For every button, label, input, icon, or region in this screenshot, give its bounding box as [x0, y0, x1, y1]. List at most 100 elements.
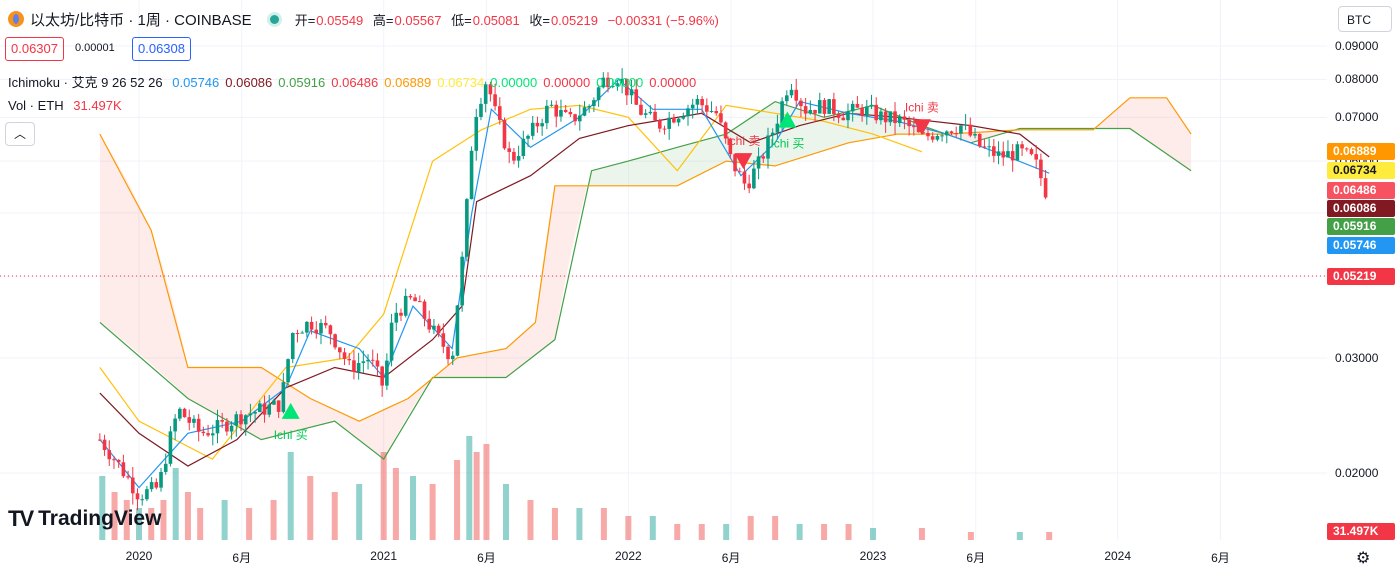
candle	[427, 318, 432, 330]
candle	[756, 156, 761, 169]
volume-bar	[796, 524, 803, 540]
candle	[1034, 154, 1038, 160]
candle	[258, 403, 262, 412]
volume-bar	[123, 500, 130, 540]
buy-price-button[interactable]: 0.06308	[132, 37, 191, 61]
candle	[629, 89, 634, 96]
candle	[709, 111, 714, 113]
candle	[173, 418, 177, 432]
ichimoku-legend[interactable]: Ichimoku · 艾克 9 26 52 26 0.05746 0.06086 0…	[8, 72, 708, 91]
candle	[441, 333, 446, 347]
price-tag: 0.06889	[1327, 143, 1395, 160]
candle	[977, 133, 982, 147]
ichimoku-value: 0.05916	[278, 75, 326, 90]
ichimoku-value: 0.00000	[543, 75, 591, 90]
eth-btc-coin-icon	[8, 11, 24, 27]
candle	[879, 111, 883, 121]
candle	[446, 346, 450, 360]
candle	[832, 99, 836, 115]
candle	[319, 322, 323, 334]
candle	[465, 199, 469, 257]
candle	[338, 347, 342, 353]
candle	[719, 113, 723, 123]
volume-bar	[429, 484, 436, 540]
price-tag: 0.06086	[1327, 200, 1395, 217]
volume-value: 31.497K	[73, 98, 122, 113]
close-value: 0.05219	[550, 12, 598, 28]
candle	[276, 400, 281, 412]
volume-bar	[307, 476, 314, 540]
candle	[248, 413, 253, 416]
candle	[516, 155, 521, 161]
candle	[483, 84, 488, 104]
time-axis-label: 2023	[859, 549, 887, 563]
candle	[822, 100, 827, 114]
price-chart[interactable]: Ichi 买 Ichi 卖 Ichi 买 Ichi 卖	[0, 0, 1327, 540]
market-status-icon[interactable]	[269, 14, 279, 24]
candle	[361, 361, 366, 363]
candle	[178, 408, 182, 419]
candle	[568, 111, 573, 115]
high-value: 0.05567	[394, 12, 442, 28]
candle	[775, 123, 780, 133]
collapse-legend-button[interactable]: ︿	[5, 122, 35, 146]
volume-legend[interactable]: Vol · ETH 31.497K	[8, 98, 128, 113]
candle	[366, 359, 370, 362]
cloud-segment	[99, 134, 587, 460]
ichimoku-value: 0.00000	[649, 75, 697, 90]
candle	[262, 403, 267, 415]
candle	[808, 109, 813, 114]
candle	[728, 138, 733, 155]
ichimoku-label: Ichimoku · 艾克 9 26 52 26	[8, 75, 163, 90]
candle	[690, 104, 695, 109]
candle	[140, 499, 144, 501]
volume-bar	[160, 500, 167, 540]
candle	[686, 108, 690, 117]
candle	[512, 151, 516, 161]
sell-price-button[interactable]: 0.06307	[5, 37, 64, 61]
settings-gear-icon[interactable]: ⚙	[1356, 550, 1371, 567]
candle	[733, 154, 737, 172]
tradingview-logo[interactable]: TV TradingView	[8, 506, 161, 532]
candle	[766, 135, 770, 159]
candle	[98, 439, 102, 441]
candle	[850, 103, 855, 112]
candle	[545, 105, 549, 124]
candle	[399, 312, 403, 316]
candle	[535, 122, 540, 127]
candle	[827, 99, 831, 114]
volume-bar	[723, 524, 730, 540]
time-axis-label: 6月	[232, 551, 252, 565]
candle	[432, 325, 436, 330]
candle	[992, 146, 996, 156]
candle	[149, 482, 154, 490]
tradingview-logo-text: TradingView	[38, 507, 162, 530]
candle	[648, 111, 653, 114]
candle	[799, 100, 803, 107]
time-axis-label: 6月	[966, 551, 986, 565]
candle	[497, 106, 502, 120]
volume-bar	[845, 524, 852, 540]
candle	[855, 103, 860, 108]
candle	[700, 98, 704, 106]
candle	[192, 418, 196, 423]
candle	[672, 117, 676, 123]
symbol-compare-button[interactable]: BTC	[1338, 6, 1392, 32]
ichimoku-value: 0.00000	[490, 75, 538, 90]
candle	[592, 100, 596, 107]
candle	[403, 295, 408, 316]
buy-signal-label: Ichi 买	[274, 428, 308, 442]
candle	[681, 116, 686, 119]
candle	[864, 106, 869, 116]
volume-bar	[918, 528, 925, 540]
candle	[154, 482, 159, 488]
candle	[408, 295, 413, 298]
cloud-segment	[1095, 97, 1192, 171]
candle	[126, 476, 130, 478]
time-axis-label: 6月	[721, 551, 741, 565]
chart-title[interactable]: 以太坊/比特币 · 1周 · COINBASE	[30, 11, 252, 29]
price-axis-label: 0.08000	[1335, 72, 1379, 87]
candle	[229, 425, 234, 432]
sell-signal-label: Ichi 卖	[905, 100, 939, 114]
volume-bar	[625, 516, 632, 540]
